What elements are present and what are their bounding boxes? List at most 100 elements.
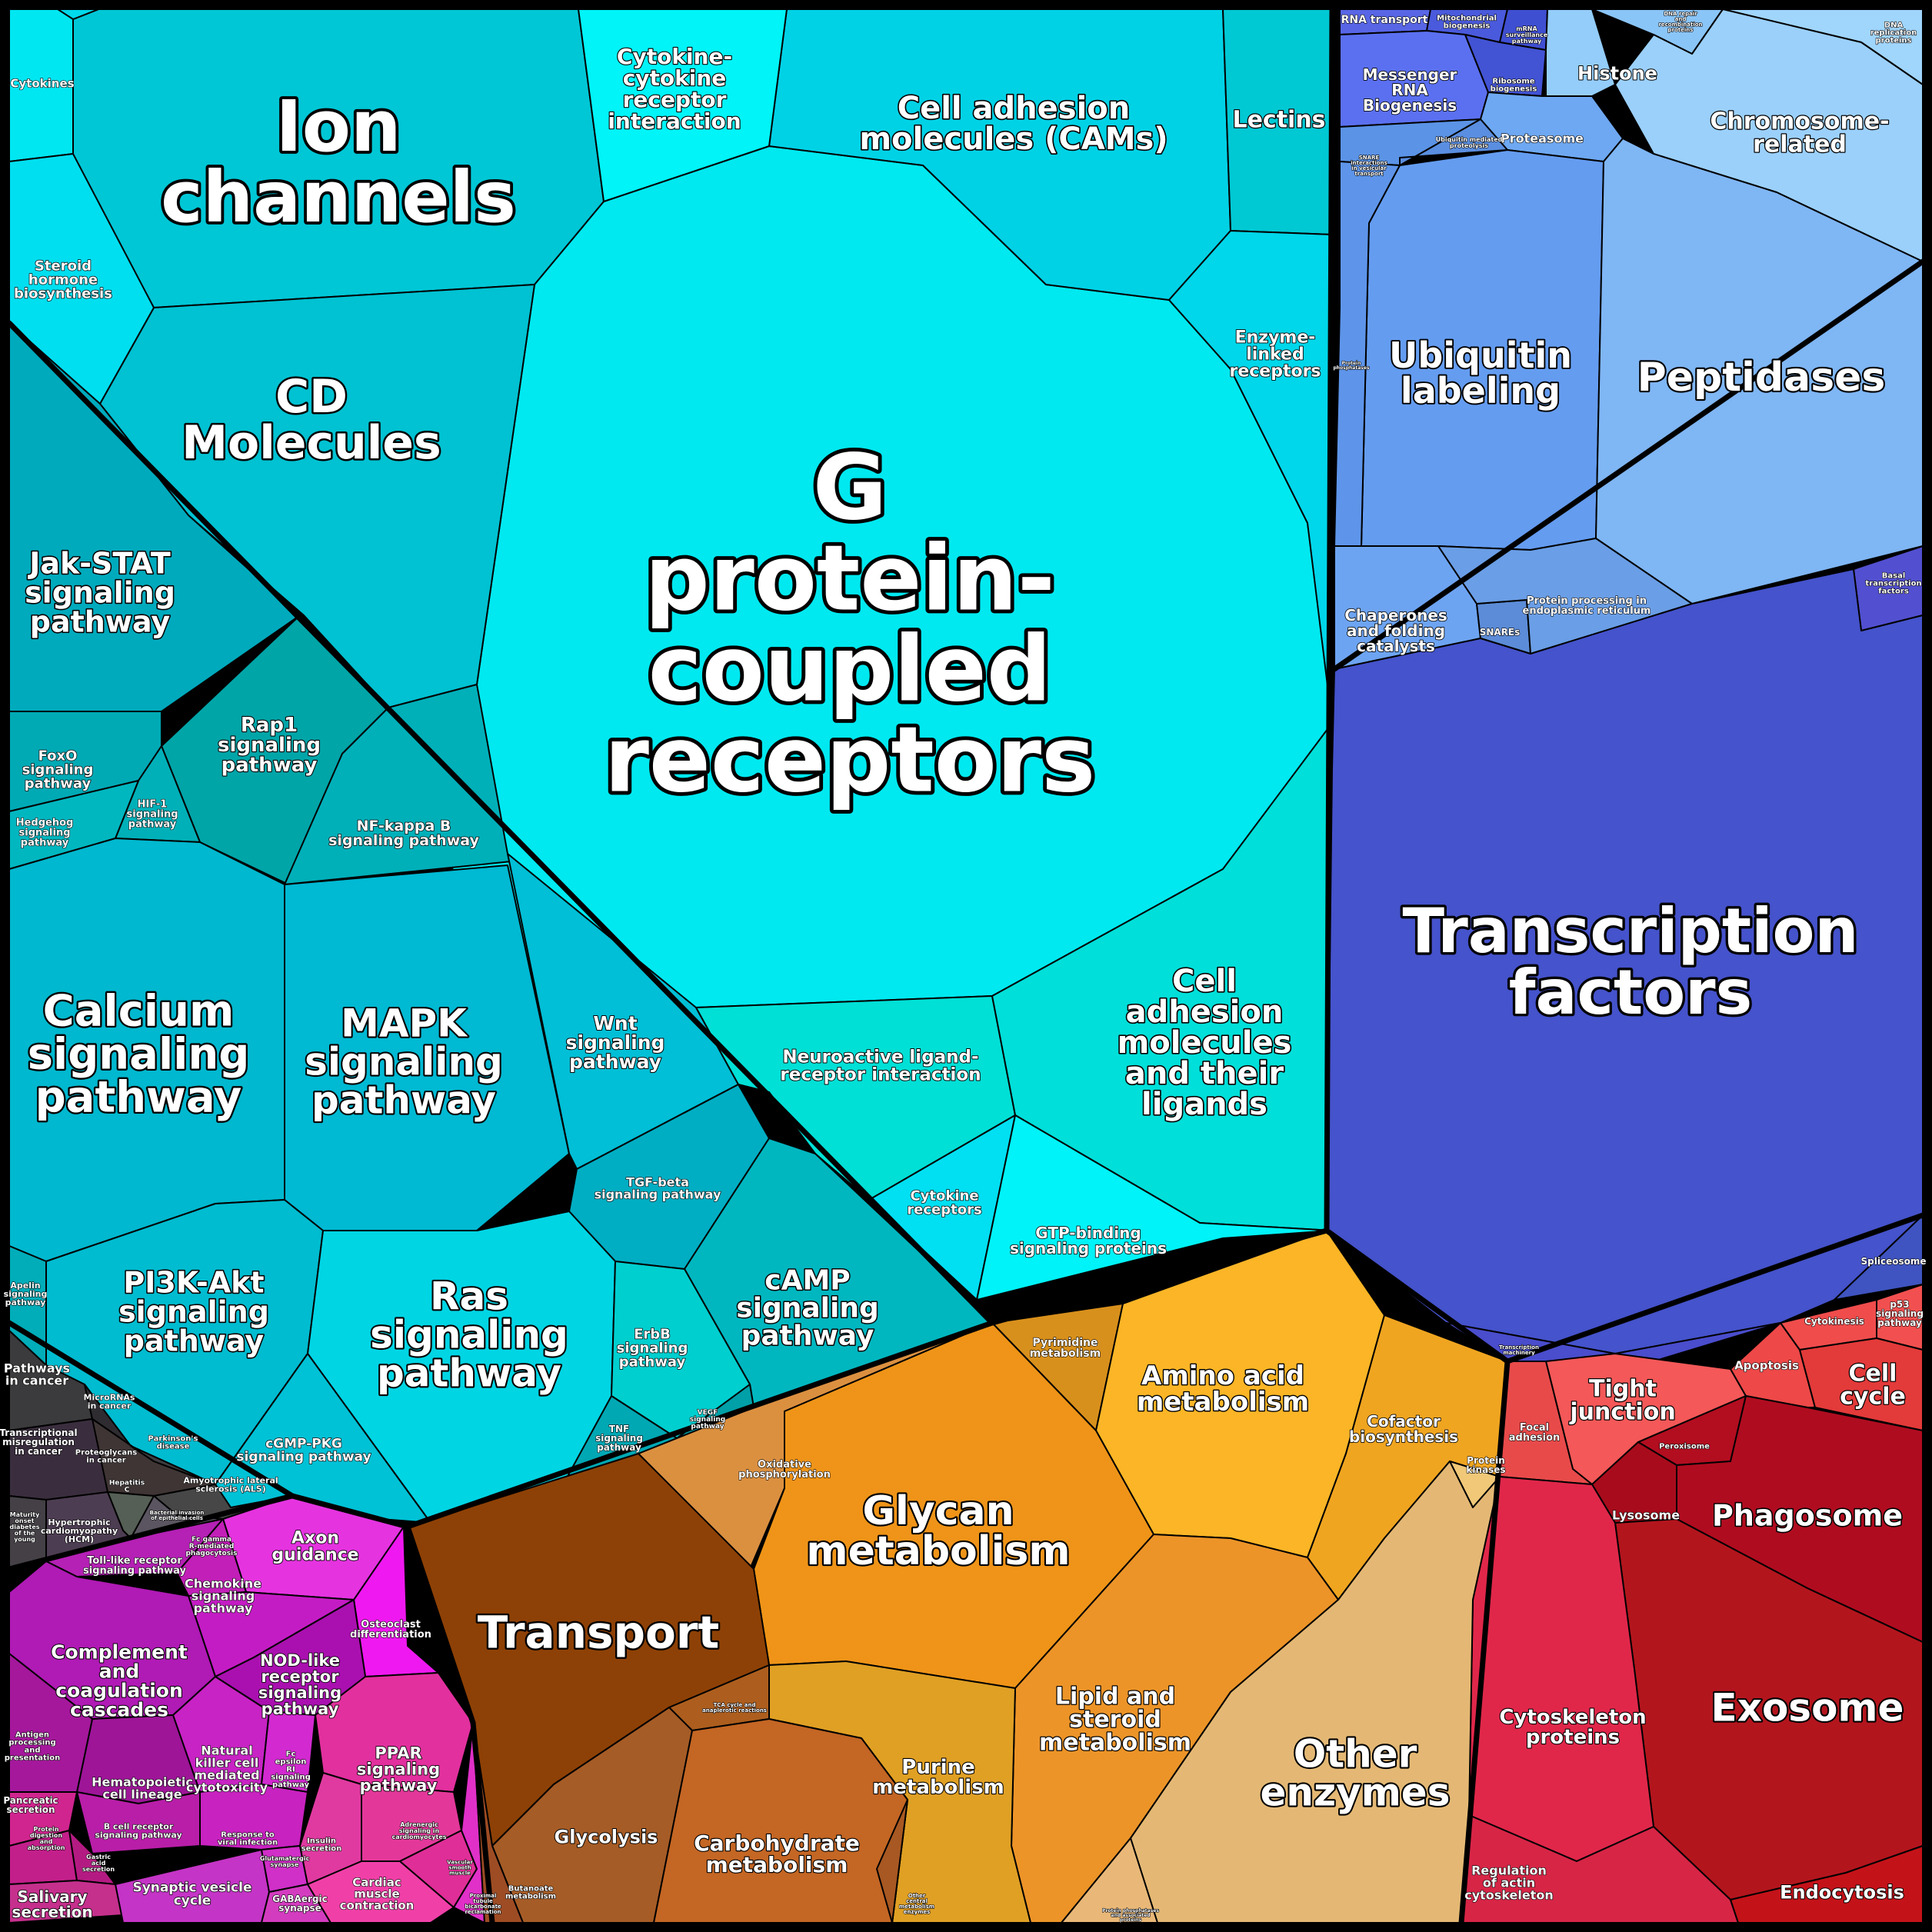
- label-hematopoietic: Hematopoietic cell lineage: [92, 1775, 193, 1802]
- label-transcription-machinery: Transcription machinery: [1499, 1344, 1539, 1356]
- label-rna-transport: RNA transport: [1341, 14, 1428, 26]
- label-cytoskeleton: Cytoskeleton proteins: [1499, 1706, 1646, 1749]
- label-jak-stat: Jak-STAT signaling pathway: [25, 546, 175, 638]
- region-border-8: [405, 1524, 476, 1726]
- label-ribosome-biogenesis: Ribosome biogenesis: [1491, 78, 1537, 94]
- label-other-enzymes: Other enzymes: [1261, 1732, 1451, 1815]
- label-butanoate: Butanoate metabolism: [505, 1885, 556, 1901]
- label-other-central: Other central metabolism enzymes: [899, 1893, 934, 1915]
- label-dna-repair: DNA repair and recombination proteins: [1658, 11, 1702, 33]
- label-pathways-in-cancer: Pathways in cancer: [4, 1361, 70, 1388]
- label-protein-phosphatases: Protein phosphatases: [1333, 361, 1369, 371]
- label-proteasome: Proteasome: [1501, 132, 1584, 146]
- label-lysosome: Lysosome: [1612, 1508, 1680, 1523]
- label-cytokines: Cytokines: [10, 76, 74, 90]
- label-mapk: MAPK signaling pathway: [305, 1001, 503, 1123]
- label-chemokine: Chemokine signaling pathway: [185, 1577, 261, 1616]
- region-border-3: [1331, 258, 1926, 672]
- label-cytokinesis: Cytokinesis: [1804, 1316, 1864, 1327]
- label-oxidative-phos: Oxidative phosphorylation: [738, 1459, 831, 1481]
- label-camp: cAMP signaling pathway: [736, 1265, 879, 1352]
- label-nod-like: NOD-like receptor signaling pathway: [258, 1651, 341, 1718]
- cell-carbohydrate: [653, 1718, 908, 1924]
- label-apoptosis: Apoptosis: [1734, 1358, 1799, 1372]
- label-axon-guidance: Axon guidance: [271, 1529, 358, 1565]
- label-neuroactive: Neuroactive ligand-receptor interaction: [780, 1048, 981, 1085]
- region-border-11: [289, 1493, 411, 1530]
- cells-layer: [8, 8, 1924, 1924]
- label-glutamatergic: Glutamatergic synapse: [260, 1855, 310, 1868]
- label-glycan: Glycan metabolism: [806, 1488, 1070, 1574]
- label-focal-adhesion: Focal adhesion: [1509, 1422, 1561, 1444]
- label-parkinsons: Parkinson's disease: [148, 1435, 198, 1451]
- label-transcription-factors: Transcription factors: [1403, 895, 1859, 1028]
- label-cofactor: Cofactor biosynthesis: [1349, 1412, 1458, 1446]
- label-chromosome: Chromosome-related: [1710, 108, 1889, 158]
- label-cgmp: cGMP-PKG signaling pathway: [236, 1436, 371, 1464]
- label-dna-replication: DNA replication proteins: [1870, 22, 1917, 45]
- label-gastric: Gastric acid secretion: [82, 1854, 115, 1873]
- label-antigen: Antigen processing and presentation: [5, 1731, 60, 1763]
- label-proximal-tubule: Proximal tubule bicarbonate reclamation: [465, 1893, 501, 1915]
- label-protein-phosphatases-2: Protein phosphatases and associated protei…: [1102, 1908, 1159, 1923]
- label-toll-like: Toll-like receptor signaling pathway: [83, 1555, 186, 1577]
- label-apelin: Apelin signaling pathway: [4, 1281, 48, 1307]
- label-response-viral: Response to viral infection: [218, 1831, 278, 1847]
- label-mody: Maturity onset diabetes of the young: [9, 1511, 40, 1543]
- label-glycolysis: Glycolysis: [555, 1826, 658, 1847]
- label-mito-biogenesis: Mitochondrial biogenesis: [1437, 15, 1497, 31]
- label-tca-cycle: TCA cycle and anaplerotic reactions: [702, 1702, 767, 1714]
- label-gabaergic: GABAergic synapse: [272, 1894, 327, 1914]
- label-complement: Complement and coagulation cascades: [51, 1641, 188, 1720]
- label-tgf-beta: TGF-beta signaling pathway: [595, 1175, 721, 1202]
- cell-proximal-tubule: [453, 1722, 485, 1924]
- label-hepatitis-c: Hepatitis C: [109, 1480, 145, 1494]
- label-protein-er: Protein processing in endoplasmic reticul…: [1523, 595, 1651, 617]
- label-micrornas: MicroRNAs in cancer: [84, 1392, 135, 1411]
- region-border-7: [405, 1320, 995, 1530]
- label-rap1: Rap1 signaling pathway: [218, 714, 321, 777]
- region-border-1: [989, 1227, 1330, 1326]
- labels-layer: Ion channels G protein-coupled receptors CD Mo…: [0, 10, 1927, 1923]
- label-pancreatic: Pancreatic secretion: [3, 1795, 58, 1815]
- label-p53: p53 signaling pathway: [1876, 1299, 1924, 1328]
- label-ion-channels: Ion channels: [161, 85, 516, 238]
- label-nk-cell: Natural killer cell mediated cytotoxicity: [186, 1744, 268, 1795]
- label-hif1: HIF-1 signaling pathway: [127, 799, 178, 831]
- label-hedgehog: Hedgehog signaling pathway: [16, 818, 74, 849]
- label-protein-digestion: Protein digestion and absorption: [28, 1826, 65, 1851]
- label-cell-cycle: Cell cycle: [1840, 1361, 1906, 1411]
- label-purine: Purine metabolism: [872, 1756, 1004, 1799]
- label-erbb: ErbB signaling pathway: [617, 1326, 688, 1370]
- label-messenger-rna: Messenger RNA Biogenesis: [1363, 65, 1457, 115]
- label-vegf: VEGF signaling pathway: [690, 1409, 725, 1431]
- label-ubiquitin-labeling: Ubiquitin labeling: [1389, 335, 1572, 411]
- label-calcium: Calcium signaling pathway: [28, 987, 250, 1123]
- label-basal-tf: Basal transcription factors: [1865, 572, 1921, 596]
- label-phagosome: Phagosome: [1712, 1498, 1903, 1532]
- region-border-2: [1324, 6, 1335, 1234]
- label-tnf: TNF signaling pathway: [595, 1424, 643, 1453]
- label-ubiquitin-proteolysis: Ubiquitin mediated proteolysis: [1436, 136, 1503, 149]
- label-ras: Ras signaling pathway: [370, 1274, 568, 1396]
- label-osteoclast: Osteoclast differentiation: [350, 1619, 431, 1641]
- label-salivary: Salivary secretion: [12, 1887, 92, 1921]
- label-amino-acid: Amino acid metabolism: [1137, 1361, 1309, 1417]
- label-spliceosome: Spliceosome: [1861, 1256, 1927, 1267]
- label-cell-adhesion-cams: Cell adhesion molecules (CAMs): [859, 91, 1168, 157]
- label-lipid-steroid: Lipid and steroid metabolism: [1039, 1684, 1191, 1757]
- cell-other-central: [876, 1799, 908, 1924]
- label-snare: SNARE interactions in vesicular transport: [1351, 155, 1387, 177]
- label-endocytosis: Endocytosis: [1780, 1881, 1904, 1903]
- label-peroxisome: Peroxisome: [1659, 1443, 1710, 1451]
- label-exosome: Exosome: [1711, 1686, 1904, 1730]
- region-border-10: [6, 1320, 295, 1499]
- cell-gtp-binding: [976, 1114, 1333, 1301]
- label-cytokine-cytokine: Cytokine-cytokine receptor interaction: [608, 44, 741, 134]
- label-ppar: PPAR signaling pathway: [357, 1744, 440, 1794]
- label-foxo: FoxO signaling pathway: [22, 748, 94, 791]
